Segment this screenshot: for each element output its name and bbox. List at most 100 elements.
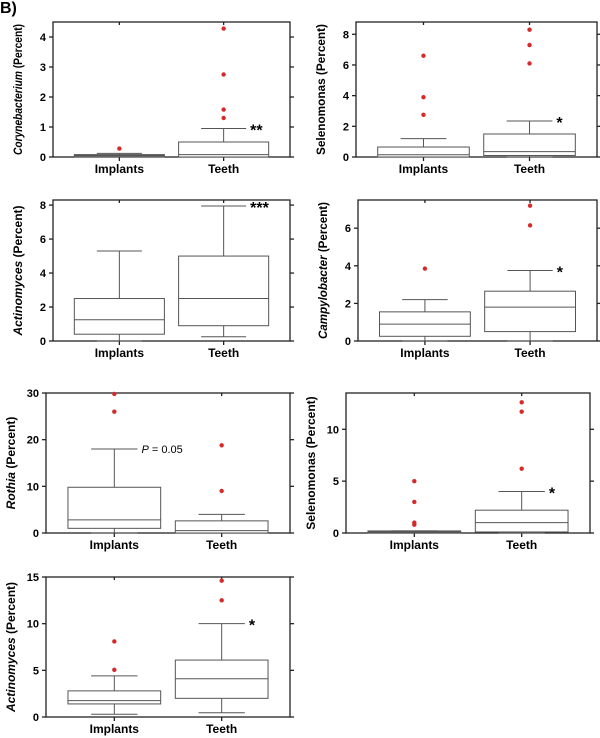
plot-frame: [52, 199, 291, 342]
y-tick-label: 4: [343, 91, 350, 103]
annotation-text: *: [549, 486, 556, 503]
outlier-point: [221, 107, 226, 112]
y-tick-label: 5: [333, 476, 339, 488]
x-tick-label: Implants: [95, 162, 145, 176]
outlier-point: [219, 578, 224, 583]
y-tick-label: 0: [40, 152, 46, 164]
outlier-point: [527, 61, 532, 66]
x-tick-label: Teeth: [208, 346, 239, 360]
x-tick-label: Teeth: [506, 538, 537, 552]
y-tick-label: 0: [333, 528, 339, 540]
y-tick-label: 2: [345, 298, 351, 310]
outlier-point: [422, 266, 428, 271]
y-tick-label: 10: [27, 619, 39, 631]
outlier-point: [527, 203, 533, 208]
y-axis-label: Corynebacterium (Percent): [11, 24, 25, 155]
outlier-point: [412, 499, 417, 505]
y-tick-label: 10: [327, 424, 339, 436]
outlier-point: [219, 488, 224, 494]
outlier-point: [112, 667, 117, 673]
y-tick-label: 5: [33, 665, 39, 677]
y-axis-unit: (Percent): [11, 205, 25, 260]
y-axis-genus: Actinomyces: [11, 261, 25, 337]
outlier-point: [519, 409, 524, 414]
outlier-point: [527, 27, 532, 32]
box: [178, 255, 270, 327]
box: [178, 141, 270, 158]
y-axis-genus: Corynebacterium: [11, 71, 25, 155]
outlier-point: [117, 146, 122, 151]
y-tick-label: 0: [345, 336, 351, 348]
outlier-point: [219, 598, 224, 603]
plot-frame: [45, 392, 291, 534]
x-tick-label: Implants: [90, 538, 140, 552]
y-tick-label: 0: [343, 152, 349, 164]
y-axis-unit: (Percent): [314, 24, 328, 78]
outlier-point: [112, 639, 117, 644]
y-axis-label: Actinomyces (Percent): [4, 582, 18, 713]
y-tick-label: 8: [40, 200, 46, 212]
box: [483, 133, 576, 156]
y-tick-label: 4: [345, 261, 352, 273]
significance-annotation: *: [549, 486, 556, 503]
significance-annotation: P = 0.05: [142, 444, 183, 456]
y-tick-label: 8: [343, 29, 349, 41]
significance-annotation: *: [557, 265, 564, 282]
x-tick-label: Implants: [390, 538, 440, 552]
y-tick-label: 4: [40, 32, 47, 44]
y-axis-label: Selenomonas (Percent): [304, 396, 318, 529]
box: [377, 146, 470, 158]
annotation-text: **: [250, 123, 263, 140]
box: [67, 486, 162, 529]
y-axis-genus: Selenomonas: [304, 451, 318, 529]
outlier-point: [221, 26, 226, 31]
y-tick-label: 15: [27, 572, 39, 584]
box: [474, 509, 569, 533]
y-axis-label: Selenomonas (Percent): [314, 24, 328, 155]
annotation-text: = 0.05: [149, 444, 183, 456]
panel-3: 0 2 4 6 8 Implants Teeth *** Actinomyces (Percen…: [11, 199, 294, 360]
x-tick-label: Implants: [400, 346, 450, 360]
panel-7: 0 5 10 15 Implants Teeth * Actinomyces (Percent…: [4, 572, 294, 736]
outlier-point: [221, 115, 226, 121]
x-tick-label: Teeth: [208, 162, 239, 176]
significance-annotation: *: [249, 618, 256, 635]
panel-5: 0 10 20 30 Implants P = 0.05 Teeth Rothia (Perc…: [4, 388, 294, 552]
outlier-point: [112, 409, 117, 414]
y-axis-genus: Rothia: [4, 472, 18, 510]
x-tick-label: Teeth: [206, 538, 237, 552]
plot-frame: [355, 21, 598, 158]
plot-frame: [52, 21, 291, 158]
plot-frame: [357, 199, 598, 342]
y-tick-label: 6: [345, 223, 351, 235]
y-tick-label: 10: [27, 481, 39, 493]
plot-frame: [45, 576, 291, 718]
annotation-text: *: [249, 618, 256, 635]
outlier-point: [219, 443, 224, 448]
annotation-text: ***: [250, 200, 269, 217]
y-tick-label: 0: [33, 712, 39, 724]
y-axis-genus: Selenomonas: [314, 78, 328, 155]
y-tick-label: 1: [40, 122, 46, 134]
panel-4: 0 2 4 6 Implants Teeth * Campylobacter (Percent…: [316, 199, 600, 360]
box: [484, 290, 576, 333]
plot-frame: [345, 392, 591, 534]
y-tick-label: 2: [343, 121, 349, 133]
y-tick-label: 6: [343, 60, 349, 72]
y-tick-label: 0: [33, 528, 39, 540]
y-tick-label: 20: [27, 435, 39, 447]
significance-annotation: *: [556, 115, 563, 132]
outlier-point: [527, 223, 533, 228]
y-tick-label: 30: [27, 388, 39, 400]
panel-2: 0 2 4 6 8 Implants Teeth * Selenomonas (Percent): [314, 21, 600, 176]
box: [67, 690, 162, 705]
y-tick-label: 2: [40, 302, 46, 314]
y-axis-genus: Campylobacter: [316, 254, 330, 339]
y-tick-label: 2: [40, 92, 46, 104]
x-tick-label: Teeth: [514, 162, 545, 176]
outlier-point: [112, 391, 117, 397]
p-symbol: P: [142, 444, 150, 456]
outlier-point: [519, 400, 524, 405]
